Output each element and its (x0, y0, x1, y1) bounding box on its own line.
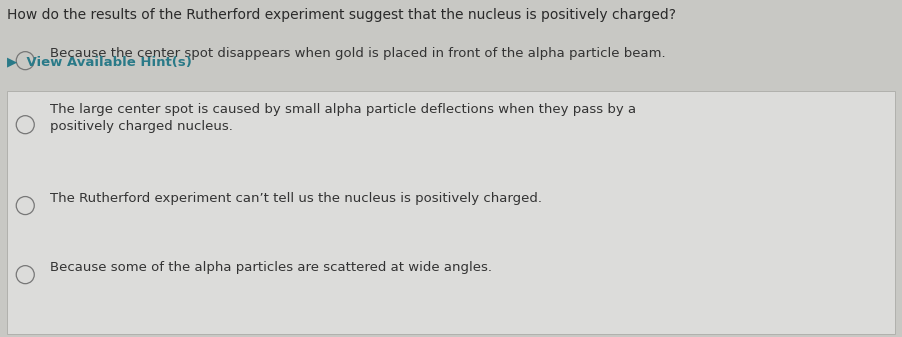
Text: How do the results of the Rutherford experiment suggest that the nucleus is posi: How do the results of the Rutherford exp… (7, 8, 676, 23)
FancyBboxPatch shape (7, 91, 895, 334)
Text: ▶  View Available Hint(s): ▶ View Available Hint(s) (7, 56, 192, 69)
Text: Because some of the alpha particles are scattered at wide angles.: Because some of the alpha particles are … (50, 262, 492, 274)
Text: The Rutherford experiment can’t tell us the nucleus is positively charged.: The Rutherford experiment can’t tell us … (50, 192, 541, 205)
Text: Because the center spot disappears when gold is placed in front of the alpha par: Because the center spot disappears when … (50, 48, 666, 60)
Text: The large center spot is caused by small alpha particle deflections when they pa: The large center spot is caused by small… (50, 103, 636, 133)
